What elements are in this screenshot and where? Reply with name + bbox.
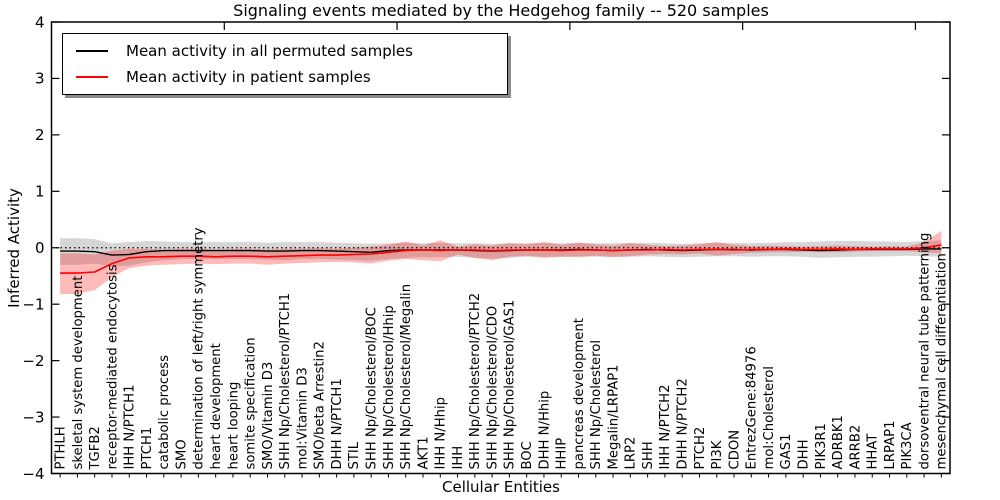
- x-category-label: pancreas development: [572, 318, 587, 469]
- x-category-label: PIK3CA: [900, 422, 915, 469]
- y-tick-label: 1: [35, 183, 45, 201]
- x-category-label: SHH Np/Cholesterol/PTCH1: [278, 293, 293, 470]
- x-category-label: SHH Np/Cholesterol/CDO: [485, 306, 500, 470]
- x-category-label: PI3K: [710, 440, 725, 469]
- x-category-label: DHH: [796, 440, 811, 470]
- x-category-label: SHH Np/Cholesterol/PTCH2: [468, 293, 483, 470]
- x-category-label: SMO/Vitamin D3: [261, 362, 276, 470]
- legend: Mean activity in all permuted samples Me…: [62, 33, 508, 95]
- x-category-label: somite specification: [244, 337, 259, 469]
- y-tick-label: 0: [35, 239, 45, 257]
- x-axis-label: Cellular Entities: [442, 478, 560, 496]
- x-category-label: skeletal system development: [71, 276, 86, 470]
- x-category-label: SMO: [174, 439, 189, 469]
- patient-confidence-band: [60, 230, 942, 294]
- y-tick-label: −4: [22, 465, 44, 483]
- x-category-label: DHH N/Hhip: [537, 391, 552, 470]
- legend-label-permuted: Mean activity in all permuted samples: [126, 42, 413, 60]
- x-category-label: LRP2: [624, 437, 639, 470]
- x-category-label: BOC: [520, 441, 535, 469]
- x-category-label: IHH: [451, 446, 466, 470]
- x-category-label: CDON: [727, 430, 742, 470]
- x-category-label: PTHLH: [53, 426, 68, 469]
- legend-entry-patient: Mean activity in patient samples: [63, 68, 507, 86]
- y-tick-label: −2: [22, 352, 44, 370]
- permuted-line-swatch: [76, 50, 108, 52]
- x-category-label: PTCH2: [693, 427, 708, 470]
- permuted-confidence-band: [60, 238, 942, 267]
- x-category-label: GAS1: [779, 433, 794, 469]
- x-category-label: PTCH1: [140, 427, 155, 470]
- x-category-label: LRPAP1: [883, 421, 898, 470]
- y-tick-label: −3: [22, 408, 44, 426]
- x-category-label: HHAT: [866, 433, 881, 470]
- y-tick-label: 4: [35, 13, 45, 31]
- x-category-label: mesenchymal cell differentiation: [935, 253, 950, 469]
- x-category-label: AKT1: [416, 436, 431, 469]
- y-tick-label: −1: [22, 295, 44, 313]
- patient-line-swatch: [76, 76, 108, 78]
- x-category-label: IHH N/Hhip: [434, 397, 449, 470]
- x-category-label: SHH Np/Cholesterol: [589, 340, 604, 470]
- x-category-label: SHH Np/Cholesterol/GAS1: [503, 300, 518, 470]
- x-category-label: EntrezGene:84976: [745, 346, 760, 469]
- x-category-label: HHIP: [555, 438, 570, 470]
- x-category-label: receptor-mediated endocytosis: [105, 264, 120, 469]
- x-category-label: SHH: [641, 441, 656, 469]
- chart-title: Signaling events mediated by the Hedgeho…: [233, 1, 769, 20]
- x-category-label: ARRB2: [848, 425, 863, 470]
- legend-entry-permuted: Mean activity in all permuted samples: [63, 42, 507, 60]
- x-category-label: heart development: [209, 343, 224, 469]
- x-category-label: SHH Np/Cholesterol/Megalin: [399, 284, 414, 470]
- x-category-label: SMO/beta Arrestin2: [313, 341, 328, 469]
- x-category-label: mol:Vitamin D3: [295, 367, 310, 469]
- x-category-label: Megalin/LRPAP1: [606, 364, 621, 469]
- x-category-label: catabolic process: [157, 355, 172, 470]
- x-category-label: DHH N/PTCH2: [676, 378, 691, 469]
- y-tick-label: 3: [35, 70, 45, 88]
- patient-mean-line: [60, 244, 942, 274]
- x-category-label: heart looping: [226, 382, 241, 470]
- x-category-label: dorsoventral neural tube patterning: [917, 233, 932, 470]
- x-category-label: SHH Np/Cholesterol/BOC: [365, 307, 380, 469]
- x-category-label: PIK3R1: [814, 423, 829, 469]
- y-tick-label: 2: [35, 126, 45, 144]
- x-category-label: STIL: [347, 441, 362, 469]
- x-category-label: IHH N/PTCH1: [123, 385, 138, 470]
- x-category-label: SHH Np/Cholesterol/Hhip: [382, 305, 397, 469]
- x-category-label: determination of left/right symmetry: [192, 227, 207, 469]
- x-category-label: TGFB2: [88, 426, 103, 470]
- x-category-label: IHH N/PTCH2: [658, 385, 673, 470]
- x-category-label: DHH N/PTCH1: [330, 378, 345, 469]
- legend-label-patient: Mean activity in patient samples: [126, 68, 371, 86]
- x-category-label: ADRBK1: [831, 415, 846, 469]
- x-category-label: mol:Cholesterol: [762, 366, 777, 469]
